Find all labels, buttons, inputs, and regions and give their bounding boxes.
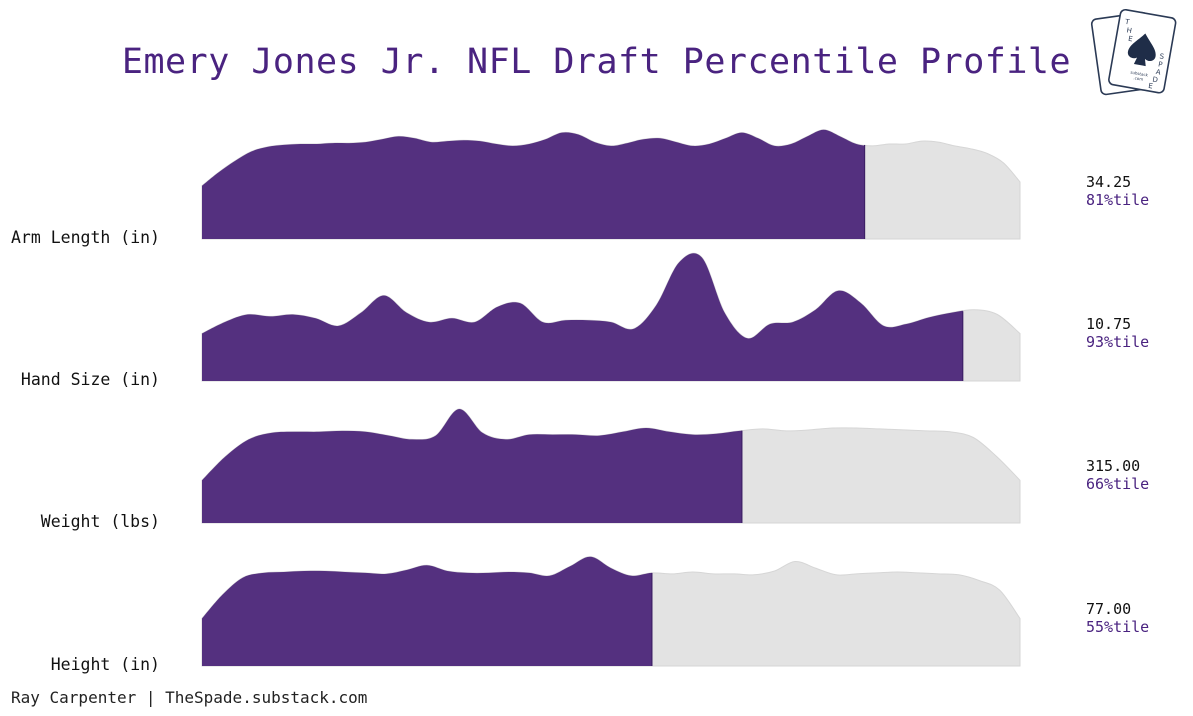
row-label: Hand Size (in)	[20, 370, 160, 389]
percentile-fill-1	[202, 253, 963, 381]
percentile-fill-0	[202, 129, 865, 239]
row-value: 10.75	[1086, 315, 1132, 333]
row-value: 34.25	[1086, 173, 1132, 191]
svg-text:T: T	[1123, 18, 1130, 27]
credit-text: Ray Carpenter | TheSpade.substack.com	[11, 688, 368, 707]
spade-playing-cards-logo: T H E S P A D E substack .com	[1090, 6, 1180, 102]
row-percentile: 93%tile	[1086, 333, 1150, 351]
percentile-fill-3	[202, 556, 652, 666]
svg-text:S: S	[1159, 52, 1165, 61]
svg-text:A: A	[1155, 68, 1161, 77]
row-label: Arm Length (in)	[10, 228, 160, 247]
row-label: Weight (lbs)	[40, 512, 160, 531]
card-front-icon: T H E S P A D E substack .com	[1108, 8, 1177, 94]
row-percentile: 81%tile	[1086, 191, 1150, 209]
chart-title: Emery Jones Jr. NFL Draft Percentile Pro…	[121, 42, 1072, 82]
row-percentile: 66%tile	[1086, 475, 1150, 493]
row-value: 77.00	[1086, 600, 1132, 618]
svg-text:P: P	[1158, 60, 1164, 69]
svg-text:E: E	[1128, 35, 1134, 44]
svg-text:.com: .com	[1133, 75, 1144, 82]
row-label: Height (in)	[50, 655, 160, 674]
row-value: 315.00	[1086, 457, 1141, 475]
svg-text:substack: substack	[1130, 70, 1149, 78]
percentile-fill-2	[202, 408, 742, 523]
svg-text:H: H	[1126, 26, 1133, 35]
row-percentile: 55%tile	[1086, 618, 1150, 636]
svg-text:D: D	[1152, 76, 1159, 85]
svg-text:E: E	[1148, 82, 1154, 91]
